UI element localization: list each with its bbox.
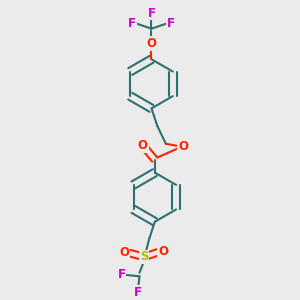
Text: O: O (158, 245, 168, 258)
Text: F: F (148, 7, 155, 20)
Text: O: O (138, 139, 148, 152)
Text: O: O (178, 140, 188, 153)
Text: O: O (119, 246, 129, 259)
Text: F: F (118, 268, 125, 281)
Text: F: F (128, 17, 136, 30)
Text: F: F (134, 286, 142, 299)
Text: S: S (140, 250, 148, 263)
Text: F: F (167, 17, 175, 30)
Text: O: O (146, 37, 157, 50)
